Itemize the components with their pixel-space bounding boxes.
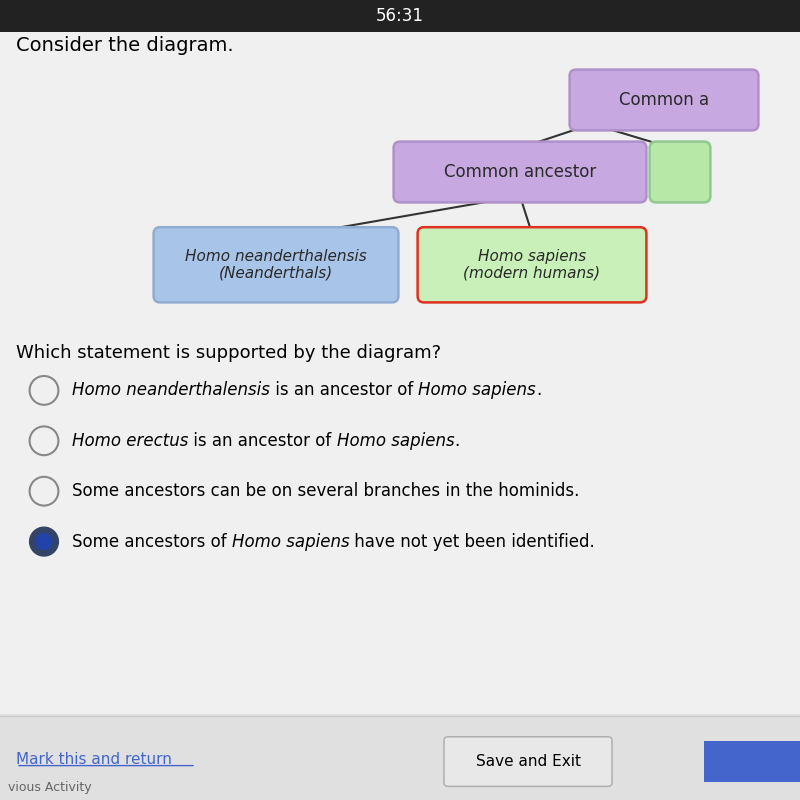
Text: Which statement is supported by the diagram?: Which statement is supported by the diag… xyxy=(16,344,441,362)
FancyBboxPatch shape xyxy=(444,737,612,786)
Text: Homo sapiens: Homo sapiens xyxy=(337,432,454,450)
Text: .: . xyxy=(536,382,542,399)
Circle shape xyxy=(36,534,52,550)
FancyBboxPatch shape xyxy=(394,142,646,202)
Text: is an ancestor of: is an ancestor of xyxy=(188,432,337,450)
FancyBboxPatch shape xyxy=(704,741,800,782)
Text: Homo sapiens: Homo sapiens xyxy=(418,382,536,399)
Text: Homo sapiens
(modern humans): Homo sapiens (modern humans) xyxy=(463,249,601,281)
Text: Save and Exit: Save and Exit xyxy=(475,754,581,769)
Text: Mark this and return: Mark this and return xyxy=(16,753,172,767)
FancyBboxPatch shape xyxy=(650,142,710,202)
Text: is an ancestor of: is an ancestor of xyxy=(270,382,418,399)
Text: vious Activity: vious Activity xyxy=(8,781,92,794)
Text: Some ancestors of: Some ancestors of xyxy=(72,533,232,550)
Text: Common ancestor: Common ancestor xyxy=(444,163,596,181)
Text: .: . xyxy=(454,432,460,450)
FancyBboxPatch shape xyxy=(0,714,800,800)
FancyBboxPatch shape xyxy=(418,227,646,302)
Text: Common a: Common a xyxy=(619,91,709,109)
Text: have not yet been identified.: have not yet been identified. xyxy=(350,533,595,550)
Text: Homo sapiens: Homo sapiens xyxy=(232,533,350,550)
Text: 56:31: 56:31 xyxy=(376,7,424,25)
FancyBboxPatch shape xyxy=(154,227,398,302)
FancyBboxPatch shape xyxy=(570,70,758,130)
FancyBboxPatch shape xyxy=(0,12,800,728)
Text: Some ancestors can be on several branches in the hominids.: Some ancestors can be on several branche… xyxy=(72,482,579,500)
Text: Homo neanderthalensis
(Neanderthals): Homo neanderthalensis (Neanderthals) xyxy=(185,249,367,281)
FancyBboxPatch shape xyxy=(0,0,800,32)
Text: Consider the diagram.: Consider the diagram. xyxy=(16,36,234,55)
Text: Homo erectus: Homo erectus xyxy=(72,432,188,450)
Text: Homo neanderthalensis: Homo neanderthalensis xyxy=(72,382,270,399)
Circle shape xyxy=(30,527,58,556)
